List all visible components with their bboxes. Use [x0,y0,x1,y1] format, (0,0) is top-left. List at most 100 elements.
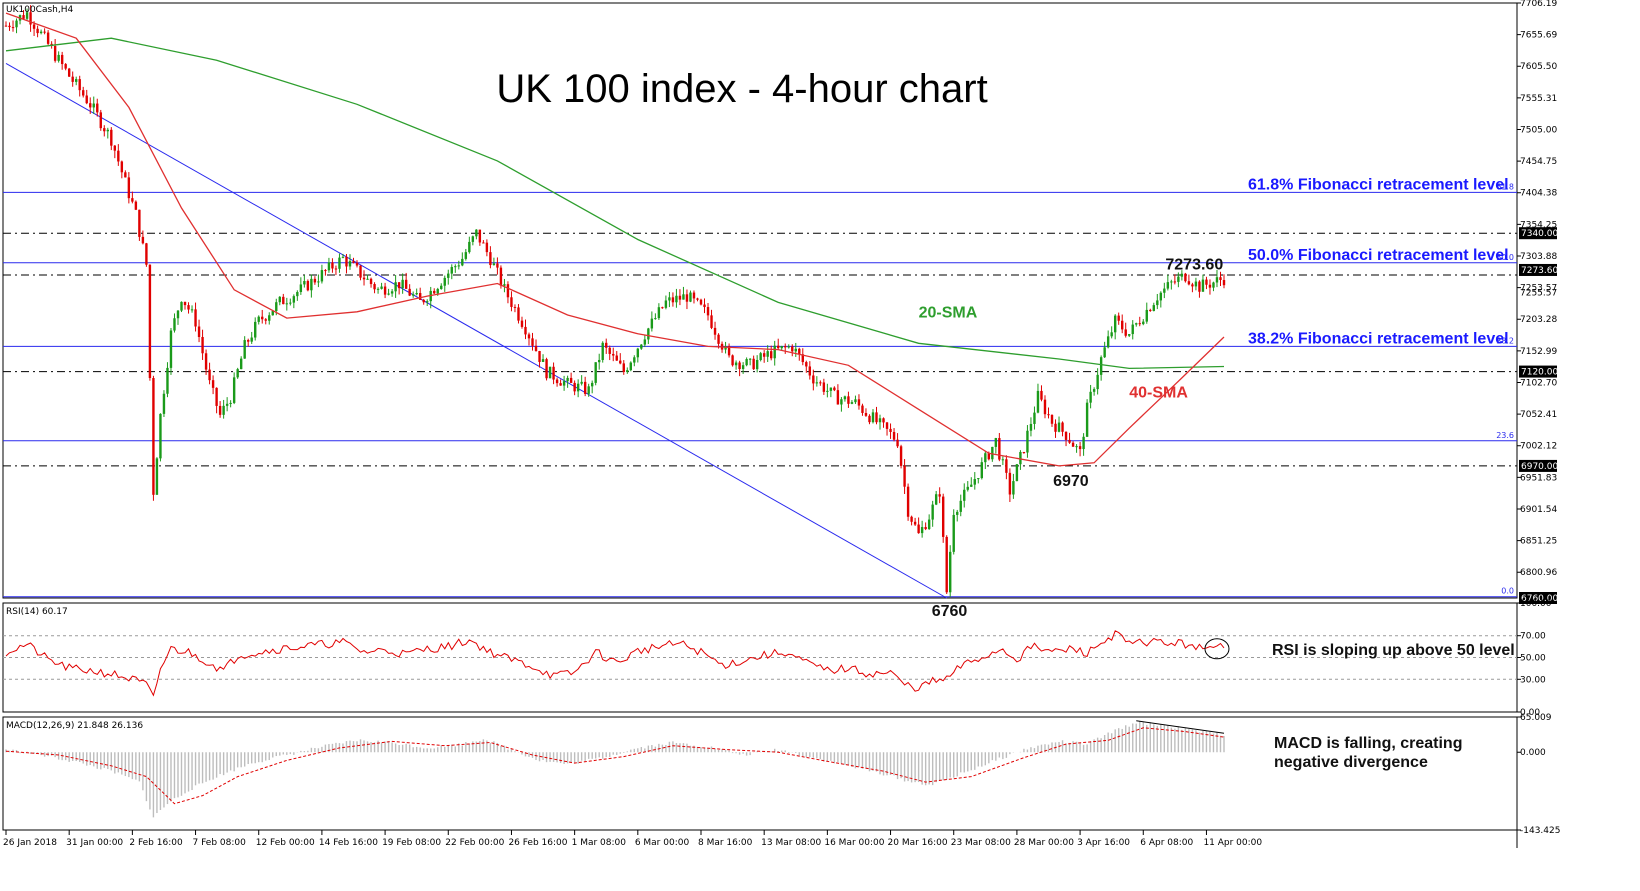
x-tick-label: 3 Apr 16:00 [1077,838,1130,848]
candle-body [562,381,566,386]
candle-body [555,379,559,384]
candle-body [1005,459,1008,473]
candle-body [731,355,734,366]
candle-body [977,478,980,480]
candle-body [885,422,889,429]
candle-body [727,346,731,356]
x-tick-label: 8 Mar 16:00 [698,838,753,848]
candle-body [643,339,647,345]
candle-body [25,12,29,19]
candle-body [945,536,948,593]
candle-body [752,358,755,370]
candle-body [998,438,1001,460]
candle-body [306,281,310,291]
sma20-line [5,37,1225,370]
candle-body [303,281,306,285]
candle-body [127,177,131,199]
candle-body [85,95,88,104]
fib-level-label: 61.8% Fibonacci retracement level [1248,176,1509,193]
candle-body [461,258,464,266]
macd-pane-frame [2,716,1518,831]
y-tick-label: 7002.12 [1520,442,1557,452]
candle-body [201,336,204,354]
candle-body [1033,412,1036,424]
candle-body [1128,334,1131,336]
candle-body [229,402,232,404]
main-pane-frame [2,2,1518,599]
y-tick-label: 6901.54 [1520,505,1557,515]
candle-body [1026,430,1029,453]
fib-tag: 38.2 [1496,336,1514,345]
candle-body [208,369,211,381]
candle-body [1163,288,1166,293]
axis-price-label: 6760.00 [1521,594,1558,604]
y-tick-label: 7404.38 [1520,189,1557,199]
price-annotation: 40-SMA [1129,384,1188,401]
candle-body [798,348,801,355]
candle-body [762,353,766,357]
candle-body [454,266,457,268]
candle-body [408,288,411,296]
candle-body [773,345,776,359]
rsi-highlight-circle [1204,638,1230,660]
y-tick-label: 7102.70 [1520,378,1557,388]
candle-body [538,350,541,362]
candle-body [64,64,67,69]
candle-body [1061,422,1064,432]
candle-body [548,366,552,379]
candle-body [4,25,8,27]
x-tick-label: 11 Apr 00:00 [1203,838,1262,848]
candle-body [949,551,952,593]
x-tick-label: 6 Apr 08:00 [1140,838,1193,848]
candle-body [232,377,236,403]
candle-body [327,262,331,271]
fib-level-label: 50.0% Fibonacci retracement level [1248,247,1509,264]
y-tick-label: 7354.25 [1520,220,1557,230]
candle-body [39,31,43,34]
candle-body [296,292,299,297]
axis-price-box [1519,365,1557,378]
candle-body [805,362,808,367]
candle-body [650,318,654,329]
candle-body [1184,273,1187,282]
candle-body [520,320,524,327]
candle-body [784,346,787,348]
candle-body [183,301,187,306]
candle-body [636,348,640,358]
candle-body [464,252,468,259]
candle-body [552,366,555,380]
candle-body [503,284,506,286]
candle-body [362,277,366,280]
candle-body [878,418,882,423]
candle-body [148,264,152,379]
candle-body [8,25,11,28]
candle-body [32,24,36,29]
candle-body [1177,276,1180,282]
candle-body [239,358,243,370]
candle-body [1208,284,1212,288]
candle-body [506,284,510,298]
candle-body [499,267,503,286]
candle-body [404,279,408,289]
candle-body [791,346,794,352]
candle-body [671,297,675,303]
candle-body [882,418,885,423]
candle-body [1071,442,1075,447]
candle-body [345,256,348,267]
candle-body [415,293,418,295]
x-tick-label: 31 Jan 00:00 [66,838,123,848]
candle-body [980,462,984,479]
candle-body [864,412,868,416]
candle-body [1149,309,1152,311]
candle-body [278,296,281,303]
axis-price-box [1519,227,1557,240]
candle-body [1036,390,1040,413]
macd-tick-label: 0.000 [1520,748,1546,758]
x-tick-label: 19 Feb 08:00 [382,838,441,848]
candle-body [590,382,594,387]
candle-body [829,387,833,391]
candle-body [1029,423,1033,431]
candle-body [282,296,285,305]
candle-body [1138,323,1141,325]
candle-body [450,266,453,274]
